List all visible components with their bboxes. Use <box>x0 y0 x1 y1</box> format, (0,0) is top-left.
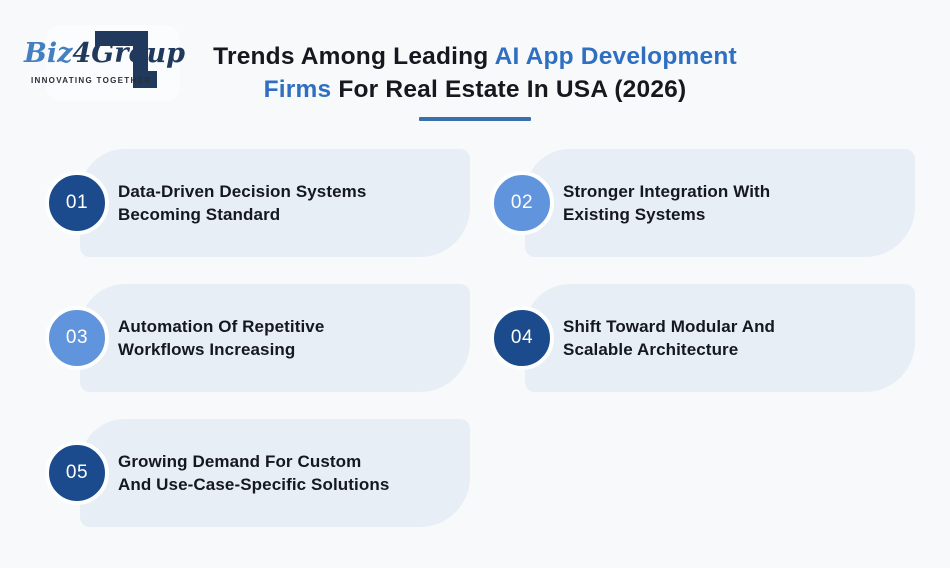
title-segment: Trends Among Leading <box>213 43 495 70</box>
trend-title-line: Workflows Increasing <box>118 340 296 359</box>
page-title: Trends Among Leading AI App Development … <box>0 40 950 106</box>
trend-title: Growing Demand For Custom And Use-Case-S… <box>118 450 389 496</box>
title-segment-highlight: AI App Development <box>494 43 737 70</box>
trend-title-line: Stronger Integration With <box>563 182 771 201</box>
logo-brand-suffix: Group <box>91 38 186 69</box>
trend-number-badge: 03 <box>45 306 109 370</box>
trend-title-line: Automation Of Repetitive <box>118 317 325 336</box>
trend-number-badge: 05 <box>45 441 109 505</box>
trend-number-badge: 02 <box>490 171 554 235</box>
trend-card-05: 05 Growing Demand For Custom And Use-Cas… <box>45 419 470 527</box>
trend-card-03: 03 Automation Of Repetitive Workflows In… <box>45 284 470 392</box>
trend-card-04: 04 Shift Toward Modular And Scalable Arc… <box>490 284 915 392</box>
title-segment: For Real Estate In USA (2026) <box>331 76 687 103</box>
logo-bracket-icon <box>95 31 157 88</box>
trend-number-badge: 01 <box>45 171 109 235</box>
trend-title-line: Scalable Architecture <box>563 340 739 359</box>
trend-title-line: Data-Driven Decision Systems <box>118 182 367 201</box>
title-underline-divider <box>419 117 531 121</box>
trend-title-line: Growing Demand For Custom <box>118 452 362 471</box>
page-title-line-2: Firms For Real Estate In USA (2026) <box>0 73 950 106</box>
logo-brand-digit: 4 <box>72 38 92 69</box>
trend-title: Stronger Integration With Existing Syste… <box>563 180 770 226</box>
trend-title-line: Becoming Standard <box>118 205 281 224</box>
trend-title-line: Existing Systems <box>563 205 706 224</box>
trend-title: Shift Toward Modular And Scalable Archit… <box>563 315 775 361</box>
trend-title-line: And Use-Case-Specific Solutions <box>118 475 390 494</box>
trend-number-badge: 04 <box>490 306 554 370</box>
trend-card-02: 02 Stronger Integration With Existing Sy… <box>490 149 915 257</box>
page-title-line-1: Trends Among Leading AI App Development <box>0 40 950 73</box>
trend-title-line: Shift Toward Modular And <box>563 317 776 336</box>
trend-title: Data-Driven Decision Systems Becoming St… <box>118 180 366 226</box>
trend-title: Automation Of Repetitive Workflows Incre… <box>118 315 324 361</box>
logo-brand-prefix: Biz <box>24 38 73 69</box>
trend-card-01: 01 Data-Driven Decision Systems Becoming… <box>45 149 470 257</box>
logo-wordmark: Biz4Group <box>24 38 185 69</box>
biz4group-logo: Biz4Group INNOVATING TOGETHER <box>22 14 192 96</box>
title-segment-highlight: Firms <box>263 76 332 103</box>
logo-tagline: INNOVATING TOGETHER <box>31 76 152 85</box>
